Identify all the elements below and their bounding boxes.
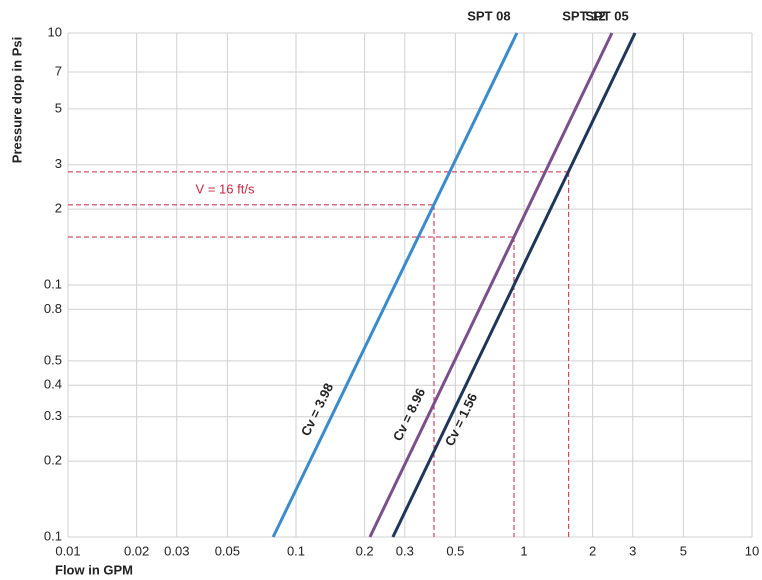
y-tick-label: 0.1 [44, 528, 62, 543]
series-line [271, 32, 519, 538]
x-tick-label: 0.2 [356, 543, 374, 558]
y-tick-label: 0.1 [44, 276, 62, 291]
y-axis-label: Pressure drop in Psi [9, 37, 24, 163]
x-tick-label: 0.5 [446, 543, 464, 558]
reference-label: V = 16 ft/s [196, 181, 255, 196]
y-tick-label: 0.4 [44, 377, 62, 392]
y-tick-label: 0.8 [44, 301, 62, 316]
x-tick-label: 0.02 [124, 543, 149, 558]
series-line [391, 32, 637, 538]
series-name: SPT 12 [562, 8, 605, 23]
series-name: SPT 05 [585, 8, 628, 23]
y-tick-label: 0.5 [44, 352, 62, 367]
x-tick-label: 0.3 [396, 543, 414, 558]
series-line [368, 32, 614, 538]
x-tick-label: 0.1 [287, 543, 305, 558]
y-tick-label: 5 [55, 100, 62, 115]
y-tick-label: 0.2 [44, 453, 62, 468]
series-name: SPT 08 [467, 8, 510, 23]
y-tick-label: 7 [55, 63, 62, 78]
y-tick-label: 10 [48, 24, 62, 39]
x-axis-label: Flow in GPM [55, 562, 133, 577]
y-tick-label: 3 [55, 156, 62, 171]
x-tick-label: 3 [629, 543, 636, 558]
x-tick-label: 5 [680, 543, 687, 558]
x-tick-label: 1 [520, 543, 527, 558]
x-tick-label: 2 [589, 543, 596, 558]
x-tick-label: 10 [745, 543, 759, 558]
x-tick-label: 0.05 [215, 543, 240, 558]
x-tick-label: 0.01 [55, 543, 80, 558]
y-tick-label: 2 [55, 201, 62, 216]
x-tick-label: 0.03 [164, 543, 189, 558]
y-tick-label: 0.3 [44, 408, 62, 423]
